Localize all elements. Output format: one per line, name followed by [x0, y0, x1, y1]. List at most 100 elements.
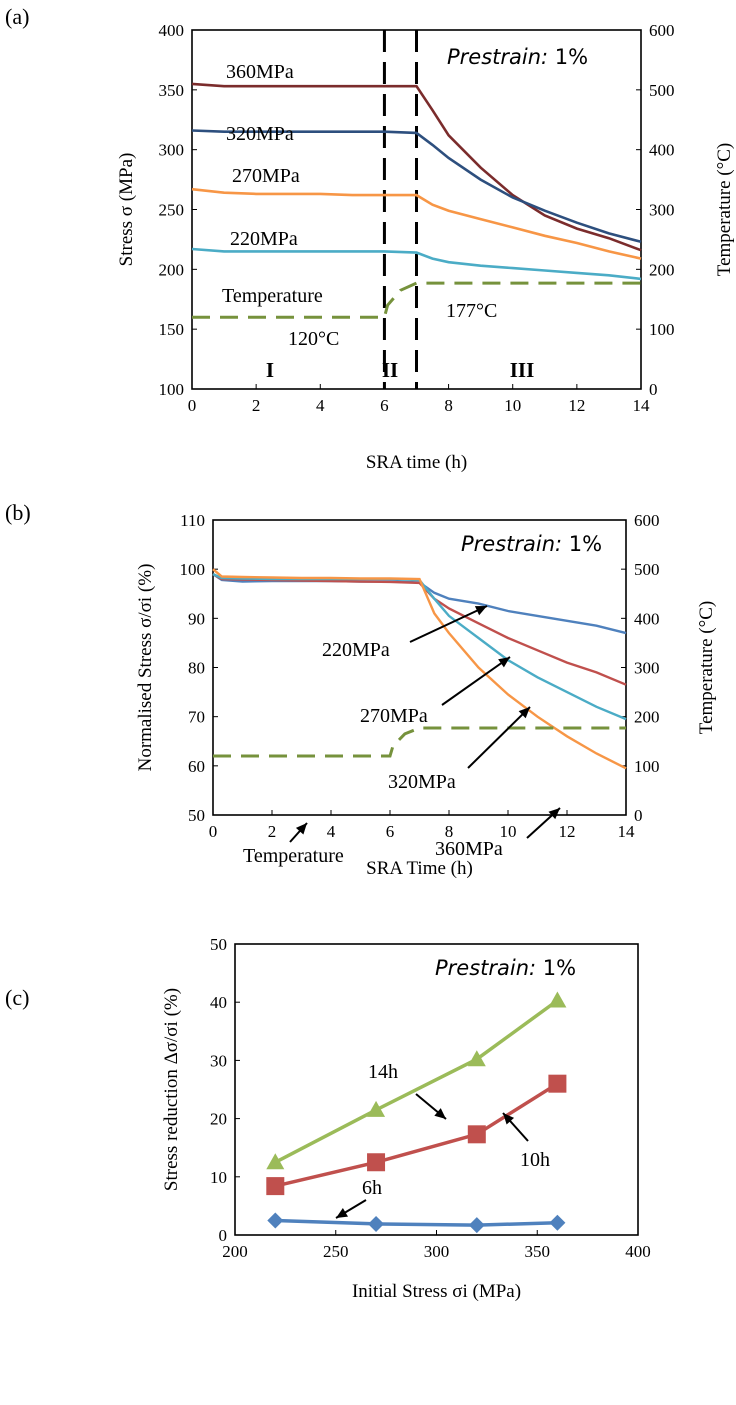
series-14h-marker — [548, 991, 567, 1008]
panel-a-y2-axis-title: Temperature (°C) — [714, 143, 735, 276]
panel-b-arrow-320-shaft — [467, 706, 531, 769]
panel-a-x-axis-title: SRA time (h) — [366, 452, 467, 473]
panel-a-y2-tick-label: 200 — [649, 260, 675, 279]
panel-a-annotation: III — [510, 358, 535, 382]
panel-b-annotation: Temperature — [243, 845, 344, 867]
series-line-320mpa — [191, 129, 642, 244]
panel-b-arrow-temperature — [289, 822, 308, 843]
panel-c-arrow-6h-head — [336, 1208, 349, 1218]
panel-a-annotation: 320MPa — [226, 123, 294, 145]
series-14h-marker — [467, 1050, 486, 1067]
panel-b-annotation: 320MPa — [388, 771, 456, 793]
panel-b-arrow-270-head — [498, 657, 510, 668]
panel-b-y-tick-label: 60 — [188, 757, 205, 776]
panel-c-prestrain-note: Prestrain: 1% — [435, 956, 576, 980]
panel-c-plot-frame — [234, 943, 639, 1236]
panel-b-y2-tick-label: 0 — [634, 806, 643, 825]
panel-a: (a)0 2 4 6 8 10 12 1410015020025030035040001002… — [5, 4, 735, 473]
panel-b-y2-tick-label: 100 — [634, 757, 660, 776]
panel-a-y2-tick-label: 300 — [649, 201, 675, 220]
panel-b-y-axis-title: Normalised Stress σ/σi (%) — [135, 564, 156, 772]
panel-c-y-axis-title: Stress reduction Δσ/σi (%) — [161, 988, 182, 1191]
panel-a-annotation: 177°C — [446, 300, 497, 322]
series-10h-marker — [367, 1153, 386, 1172]
panel-a-x-tick-label: 6 — [380, 396, 389, 415]
panel-b-arrow-360 — [526, 807, 561, 839]
series-10h-marker — [548, 1074, 567, 1093]
panel-a-label: (a) — [5, 4, 29, 29]
panel-a-y2-tick-label: 400 — [649, 141, 675, 160]
panel-b-x-tick-label: 8 — [445, 822, 454, 841]
panel-b-annotation: 270MPa — [360, 705, 428, 727]
panel-c-arrow-6h — [335, 1199, 367, 1219]
panel-a-y2-tick-label: 100 — [649, 320, 675, 339]
panel-a-y2-tick-label: 0 — [649, 380, 658, 399]
panel-b-y2-tick-label: 400 — [634, 609, 660, 628]
panel-c-y-tick-label: 30 — [210, 1051, 227, 1070]
panel-a-annotation: 220MPa — [230, 228, 298, 250]
series-14h-marker — [266, 1153, 285, 1170]
series-line-220mpa — [191, 247, 642, 281]
panel-a-x-tick-label: 4 — [316, 396, 325, 415]
series-6h-marker — [267, 1212, 284, 1229]
panel-a-y-axis-title: Stress σ (MPa) — [116, 153, 137, 267]
series-6h-marker — [368, 1215, 385, 1232]
panel-c-y-tick-label: 20 — [210, 1110, 227, 1129]
panel-b-y2-tick-label: 500 — [634, 560, 660, 579]
panel-b-y-tick-label: 100 — [180, 560, 206, 579]
panel-b-y2-axis-title: Temperature (°C) — [696, 601, 717, 734]
panel-b-annotation: 360MPa — [435, 838, 503, 860]
panel-b-y-tick-label: 70 — [188, 708, 205, 727]
panel-b-label: (b) — [5, 500, 31, 525]
panel-a-x-tick-label: 8 — [444, 396, 453, 415]
panel-b-arrow-270 — [441, 656, 511, 706]
panel-a-prestrain-note-value: 1% — [548, 45, 588, 69]
panel-b-arrow-220-head — [474, 606, 487, 616]
panel-a-annotation: I — [266, 358, 274, 382]
panel-c-x-tick-label: 300 — [424, 1242, 450, 1261]
panel-b-x-tick-label: 6 — [386, 822, 395, 841]
panel-a-y-tick-label: 350 — [159, 81, 185, 100]
panel-b-arrow-temperature-head — [295, 823, 307, 835]
panel-c: (c) 200 250 300 350 400 0 10 20 30 40 50 Initial Str… — [5, 935, 651, 1302]
panel-a-annotation: 120°C — [288, 328, 339, 350]
panel-c-arrow-10h — [502, 1112, 529, 1142]
panel-a-y-tick-label: 400 — [159, 21, 185, 40]
panel-c-prestrain-note-value: 1% — [536, 956, 576, 980]
series-line-270mpa — [212, 573, 627, 686]
panel-b: (b) 0 2 4 6 8 10 12 14 50 60 70 80 90 100 110 0 100 200 300… — [5, 500, 717, 879]
panel-a-annotation: II — [382, 358, 398, 382]
panel-a-x-tick-label: 2 — [252, 396, 261, 415]
panel-c-label-10h: 10h — [520, 1149, 550, 1171]
panel-a-y-tick-label: 300 — [159, 141, 185, 160]
panel-b-y-tick-label: 80 — [188, 659, 205, 678]
panel-b-arrow-270-shaft — [441, 656, 511, 706]
panel-a-y2-tick-label: 600 — [649, 21, 675, 40]
panel-b-y-tick-label: 50 — [188, 806, 205, 825]
panel-b-x-tick-label: 0 — [209, 822, 218, 841]
series-line-320mpa — [212, 573, 627, 721]
series-10h-marker — [266, 1177, 285, 1196]
series-14h-marker — [367, 1100, 386, 1117]
panel-c-arrow-14h — [415, 1093, 447, 1120]
panel-a-x-tick-label: 14 — [633, 396, 651, 415]
panel-b-annotation: 220MPa — [322, 639, 390, 661]
panel-a-y-tick-label: 250 — [159, 201, 185, 220]
panel-c-x-tick-label: 200 — [222, 1242, 248, 1261]
panel-a-y-tick-label: 150 — [159, 320, 185, 339]
panel-c-label-6h: 6h — [362, 1177, 382, 1199]
panel-b-arrow-360-head — [548, 808, 560, 820]
panel-b-y-tick-label: 90 — [188, 609, 205, 628]
panel-a-x-tick-label: 10 — [504, 396, 521, 415]
series-line-270mpa — [191, 187, 642, 260]
series-line-temperature — [213, 726, 626, 758]
panel-a-y-tick-label: 100 — [159, 380, 185, 399]
series-10h-line — [274, 1082, 559, 1188]
series-line-360mpa — [212, 568, 627, 770]
panel-a-annotation: 270MPa — [232, 165, 300, 187]
panel-b-x-tick-label: 4 — [327, 822, 336, 841]
panel-b-x-tick-label: 2 — [268, 822, 277, 841]
series-line-360mpa — [191, 82, 642, 252]
panel-b-y2-tick-label: 200 — [634, 708, 660, 727]
panel-c-y-tick-label: 50 — [210, 935, 227, 954]
